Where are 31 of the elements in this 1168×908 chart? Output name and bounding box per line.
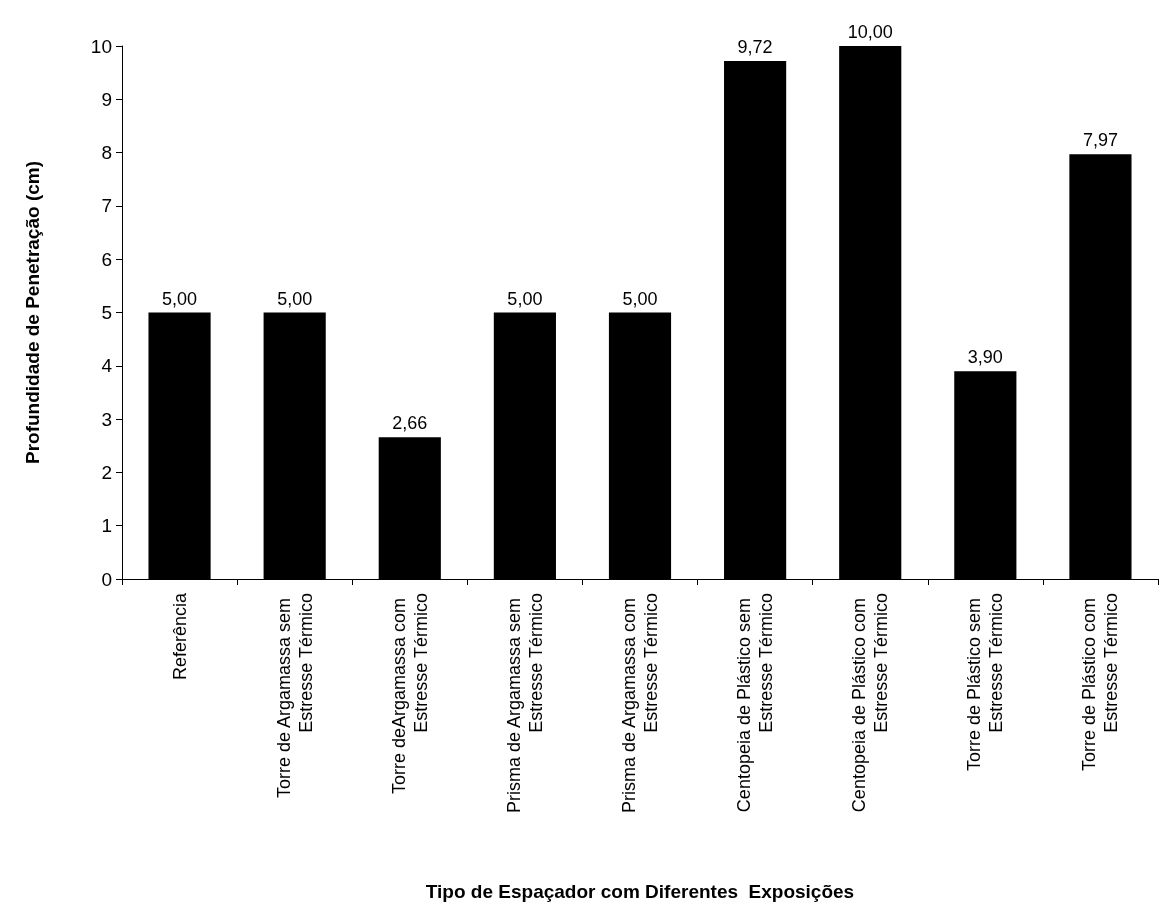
data-label: 5,00	[277, 288, 313, 309]
y-tick-label: 10	[90, 35, 112, 57]
data-label: 7,97	[1082, 130, 1118, 151]
y-tick-label: 4	[101, 355, 113, 377]
x-tick-label: Torre de Argamassa sem Estresse Térmico	[273, 593, 316, 799]
y-tick-label: 0	[101, 568, 112, 590]
y-tick-label: 6	[101, 248, 112, 270]
data-label: 5,00	[162, 288, 198, 309]
x-tick-label: Prisma de Argamassa com Estresse Térmico	[619, 593, 661, 814]
x-tick-label: Centopeia de Plástico sem Estresse Térmico	[734, 593, 777, 813]
data-label: 2,66	[392, 413, 428, 434]
data-label: 9,72	[737, 36, 773, 57]
data-label: 10,00	[847, 22, 893, 42]
x-tick-label: Torre de Plástico com Estresse Térmico	[1079, 593, 1122, 772]
data-label: 3,90	[967, 347, 1003, 368]
data-label: 5,00	[622, 288, 658, 309]
y-tick-label: 8	[101, 142, 112, 164]
x-tick-label: Torre deArgamassa com Estresse Térmico	[388, 593, 431, 795]
y-tick-label: 2	[101, 461, 112, 483]
y-tick-label: 3	[101, 408, 112, 430]
data-label: 5,00	[507, 288, 543, 309]
y-tick-label: 5	[101, 302, 112, 323]
x-tick-label: Prisma de Argamassa sem Estresse Térmico	[503, 593, 546, 814]
x-tick-label: Torre de Plástico sem Estresse Térmico	[964, 593, 1007, 772]
y-tick-label: 7	[101, 195, 112, 217]
x-tick-label: Centopeia de Plástico com Estresse Térmico	[849, 593, 892, 813]
y-tick-label: 1	[101, 515, 112, 537]
x-tick-label: Referência	[169, 592, 190, 681]
x-axis-title: Tipo de Espaçador com Diferentes Exposições	[425, 881, 855, 902]
y-tick-label: 9	[101, 88, 112, 110]
y-axis-title: Profundidade de Penetração (cm)	[22, 160, 43, 465]
